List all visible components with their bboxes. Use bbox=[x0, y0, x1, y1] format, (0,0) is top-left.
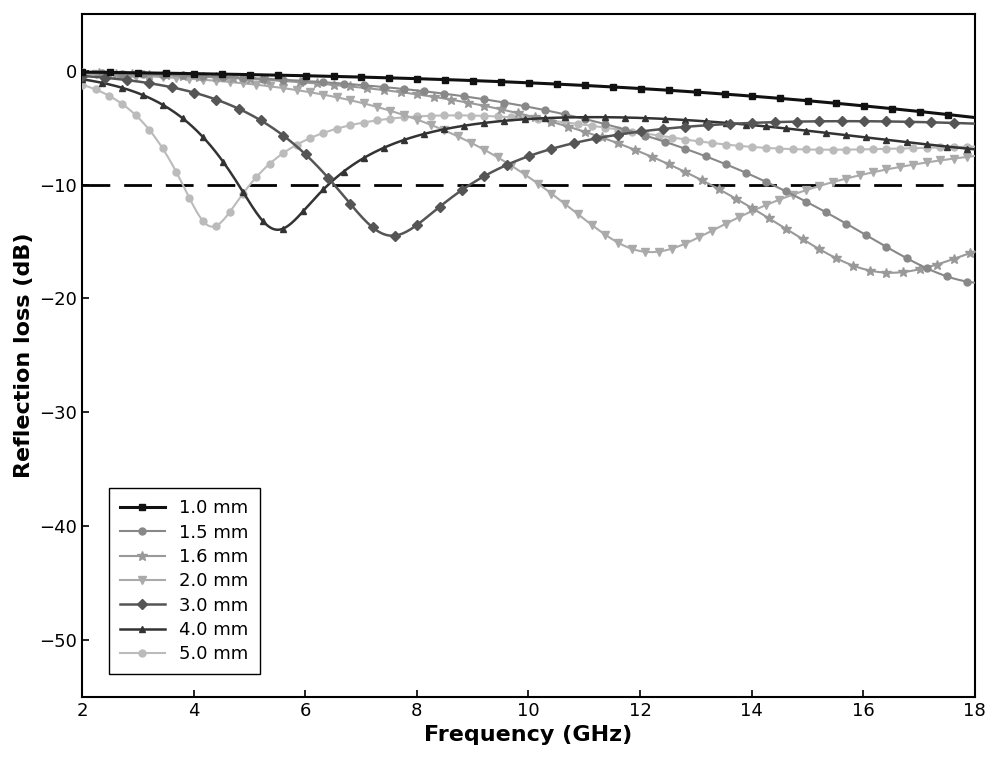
1.5 mm bbox=[645, 133, 657, 142]
2.0 mm bbox=[595, 227, 607, 236]
Line: 2.0 mm: 2.0 mm bbox=[78, 70, 979, 257]
5.0 mm bbox=[646, 130, 658, 139]
1.0 mm bbox=[969, 113, 981, 122]
Line: 3.0 mm: 3.0 mm bbox=[79, 72, 978, 239]
3.0 mm bbox=[596, 133, 608, 142]
1.6 mm bbox=[595, 133, 607, 142]
1.6 mm bbox=[753, 208, 765, 217]
Y-axis label: Reflection loss (dB): Reflection loss (dB) bbox=[14, 232, 34, 478]
Line: 1.6 mm: 1.6 mm bbox=[77, 68, 980, 278]
Line: 5.0 mm: 5.0 mm bbox=[79, 81, 978, 230]
1.0 mm bbox=[131, 68, 143, 77]
2.0 mm bbox=[76, 69, 88, 78]
5.0 mm bbox=[846, 145, 858, 154]
Line: 4.0 mm: 4.0 mm bbox=[79, 76, 978, 233]
5.0 mm bbox=[207, 222, 219, 231]
1.0 mm bbox=[76, 68, 88, 77]
2.0 mm bbox=[846, 172, 858, 181]
5.0 mm bbox=[131, 112, 143, 121]
1.0 mm bbox=[595, 82, 607, 91]
1.0 mm bbox=[618, 83, 630, 92]
1.5 mm bbox=[753, 174, 765, 183]
3.0 mm bbox=[131, 77, 143, 86]
5.0 mm bbox=[619, 126, 631, 135]
3.0 mm bbox=[754, 118, 766, 128]
3.0 mm bbox=[646, 125, 658, 134]
3.0 mm bbox=[386, 231, 398, 241]
1.6 mm bbox=[645, 152, 657, 161]
Line: 1.0 mm: 1.0 mm bbox=[79, 68, 978, 121]
4.0 mm bbox=[846, 131, 858, 140]
2.0 mm bbox=[754, 203, 766, 212]
1.5 mm bbox=[76, 68, 88, 77]
1.6 mm bbox=[131, 70, 143, 79]
2.0 mm bbox=[131, 71, 143, 80]
X-axis label: Frequency (GHz): Frequency (GHz) bbox=[424, 725, 633, 745]
4.0 mm bbox=[596, 112, 608, 121]
4.0 mm bbox=[754, 121, 766, 131]
1.5 mm bbox=[845, 222, 857, 231]
1.5 mm bbox=[595, 118, 607, 128]
1.6 mm bbox=[969, 247, 981, 256]
1.0 mm bbox=[645, 84, 657, 93]
4.0 mm bbox=[969, 145, 981, 154]
5.0 mm bbox=[76, 80, 88, 90]
5.0 mm bbox=[596, 122, 608, 131]
5.0 mm bbox=[754, 143, 766, 152]
4.0 mm bbox=[619, 113, 631, 122]
2.0 mm bbox=[645, 247, 657, 257]
1.6 mm bbox=[885, 268, 897, 277]
Line: 1.5 mm: 1.5 mm bbox=[79, 69, 978, 286]
3.0 mm bbox=[969, 119, 981, 128]
1.0 mm bbox=[845, 100, 857, 109]
1.5 mm bbox=[969, 278, 981, 287]
Legend: 1.0 mm, 1.5 mm, 1.6 mm, 2.0 mm, 3.0 mm, 4.0 mm, 5.0 mm: 1.0 mm, 1.5 mm, 1.6 mm, 2.0 mm, 3.0 mm, … bbox=[109, 489, 260, 674]
2.0 mm bbox=[969, 151, 981, 160]
3.0 mm bbox=[619, 129, 631, 138]
4.0 mm bbox=[76, 74, 88, 83]
5.0 mm bbox=[969, 142, 981, 151]
1.6 mm bbox=[76, 68, 88, 77]
2.0 mm bbox=[646, 247, 658, 257]
1.6 mm bbox=[845, 260, 857, 269]
1.5 mm bbox=[131, 70, 143, 79]
4.0 mm bbox=[646, 114, 658, 123]
1.0 mm bbox=[753, 92, 765, 101]
3.0 mm bbox=[846, 117, 858, 126]
3.0 mm bbox=[76, 71, 88, 80]
1.5 mm bbox=[618, 124, 630, 134]
2.0 mm bbox=[618, 241, 630, 250]
1.6 mm bbox=[618, 141, 630, 150]
4.0 mm bbox=[272, 225, 284, 235]
4.0 mm bbox=[131, 88, 143, 97]
